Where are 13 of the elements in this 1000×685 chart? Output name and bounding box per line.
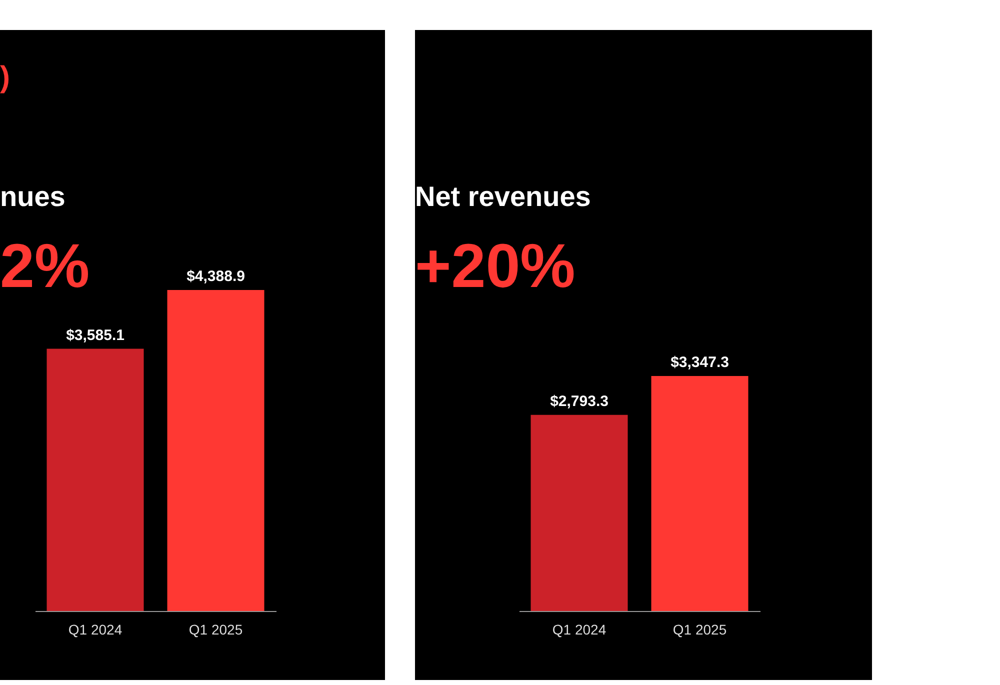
x-tick-label: Q1 2025 — [672, 622, 727, 638]
x-tick-label: Q1 2025 — [188, 622, 243, 638]
chart-title: Net revenues — [415, 181, 591, 212]
x-tick-label: Q1 2024 — [68, 622, 122, 638]
data-label: $3,347.3 — [670, 354, 729, 371]
data-label: $4,388.9 — [186, 268, 245, 285]
chart-subtitle: 2% — [0, 232, 90, 301]
chart-subtitle: +20% — [415, 232, 576, 301]
data-label: $2,793.3 — [550, 392, 608, 410]
text: ) — [0, 61, 10, 94]
x-tick-label: Q1 2024 — [552, 622, 606, 638]
chart-title: nues — [0, 181, 66, 212]
data-label: $3,585.1 — [66, 326, 124, 344]
